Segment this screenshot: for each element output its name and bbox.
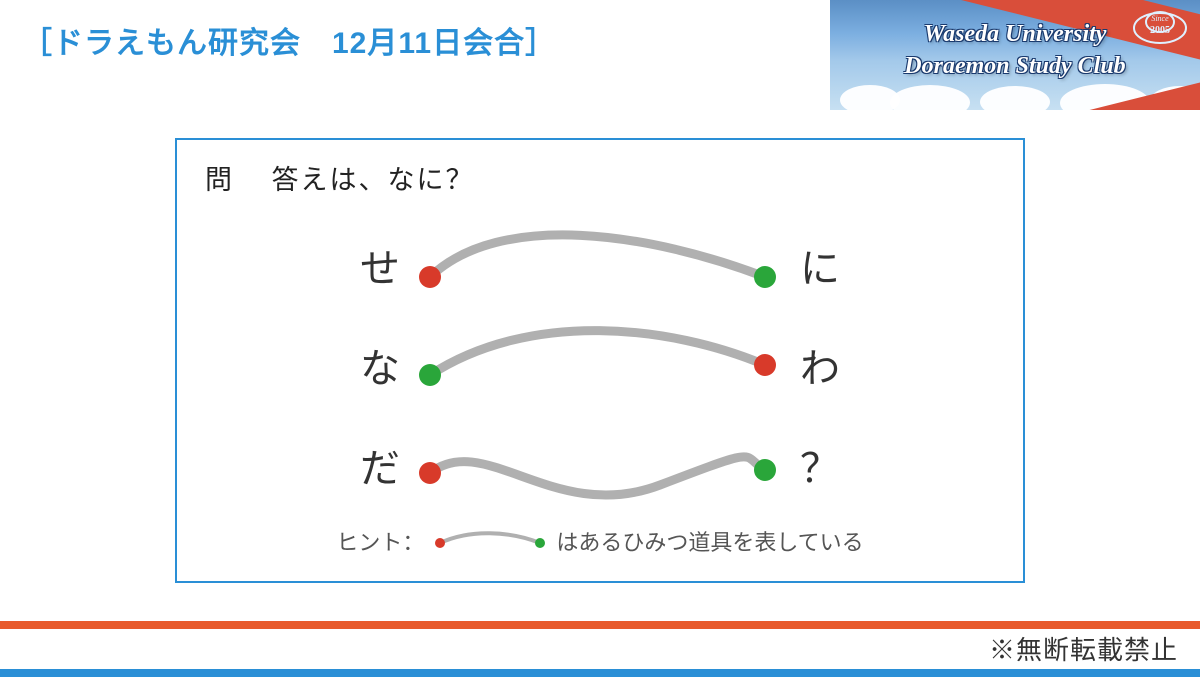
question-text: 答えは、なに？ <box>272 165 475 195</box>
hint-glyph-icon <box>430 527 550 555</box>
question-line: 問 答えは、なに？ <box>205 158 995 197</box>
row-right-char: に <box>790 236 850 294</box>
since-badge-icon: Since 2005 <box>1130 6 1190 46</box>
stripe-orange <box>0 621 1200 629</box>
hint-text: はあるひみつ道具を表している <box>556 525 863 557</box>
club-logo-banner: Waseda University Doraemon Study Club Si… <box>830 0 1200 110</box>
svg-text:Since: Since <box>1151 14 1169 23</box>
puzzle-rows: せになわだ？ <box>205 215 995 515</box>
row-right-char: わ <box>790 336 850 394</box>
logo-line-2: Doraemon Study Club <box>830 50 1200 82</box>
puzzle-row: だ？ <box>205 415 995 515</box>
quiz-box: 問 答えは、なに？ せになわだ？ ヒント： はあるひみつ道具を表している <box>175 138 1025 583</box>
row-right-char: ？ <box>790 436 850 494</box>
row-curve-icon <box>410 215 790 315</box>
page-title: ［ドラえもん研究会 12月11日会合］ <box>22 18 556 62</box>
no-reproduction-notice: ※無断転載禁止 <box>989 630 1178 667</box>
row-left-char: せ <box>350 236 410 294</box>
question-label: 問 <box>205 165 234 195</box>
hint-label: ヒント： <box>336 525 424 557</box>
svg-text:2005: 2005 <box>1150 25 1170 36</box>
hint-line: ヒント： はあるひみつ道具を表している <box>205 525 995 557</box>
puzzle-row: せに <box>205 215 995 315</box>
puzzle-row: なわ <box>205 315 995 415</box>
row-curve-icon <box>410 415 790 515</box>
row-left-char: な <box>350 336 410 394</box>
row-curve-icon <box>410 315 790 415</box>
stripe-blue <box>0 669 1200 677</box>
row-left-char: だ <box>350 436 410 494</box>
